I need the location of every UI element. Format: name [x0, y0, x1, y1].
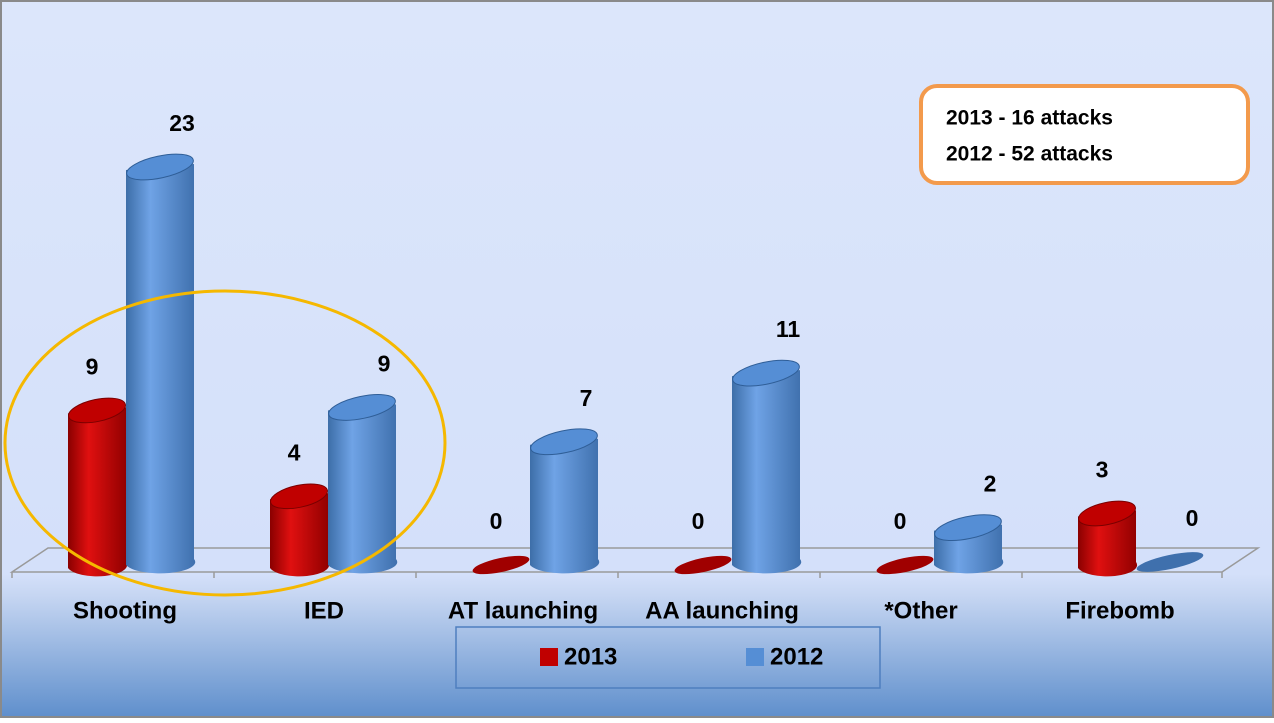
legend-box [455, 626, 881, 689]
note: 2013 - 16 attacks [946, 107, 1113, 130]
value-label: 0 [1186, 505, 1199, 531]
bar [270, 483, 330, 577]
bar-top [472, 555, 530, 575]
bar [732, 359, 802, 574]
bar [530, 428, 600, 574]
note-box [919, 84, 1250, 185]
bar [674, 555, 732, 575]
bar-top [328, 394, 396, 421]
x-tick-label: Shooting [73, 597, 177, 624]
value-label: 9 [378, 351, 391, 377]
legend-label: 2013 [564, 643, 617, 670]
bar-top [126, 153, 194, 181]
value-label: 3 [1096, 457, 1109, 483]
legend-label: 2012 [770, 643, 823, 670]
bar-body [68, 407, 128, 577]
bar-body [1078, 510, 1138, 577]
x-tick-label: *Other [884, 597, 957, 624]
value-label: 0 [894, 508, 907, 534]
value-label: 11 [776, 316, 801, 342]
x-tick-label: AA launching [645, 597, 799, 624]
bar-top [674, 555, 732, 575]
x-tick-label: Firebomb [1065, 597, 1174, 624]
value-label: 9 [86, 354, 99, 380]
bar [472, 555, 530, 575]
bar [126, 153, 196, 574]
bar-top [270, 483, 328, 510]
bar-body [126, 164, 196, 574]
legend-swatch [540, 648, 558, 666]
highlight-ellipse [3, 289, 447, 597]
bar [328, 394, 398, 574]
bar-body [530, 438, 600, 574]
value-label: 23 [169, 110, 195, 136]
x-tick-label: IED [304, 597, 344, 624]
x-tick-label: AT launching [448, 597, 598, 624]
bar-body [270, 493, 330, 577]
bar-top [934, 514, 1002, 542]
bar-top [1078, 500, 1136, 527]
value-label: 2 [984, 471, 997, 497]
note: 2012 - 52 attacks [946, 143, 1113, 166]
bar [1136, 552, 1204, 572]
value-label: 0 [490, 508, 503, 534]
value-label: 0 [692, 508, 705, 534]
bar [934, 514, 1004, 574]
bar-top [876, 555, 934, 575]
value-label: 7 [580, 385, 593, 411]
legend-swatch [746, 648, 764, 666]
bar-top [732, 359, 800, 387]
value-label: 4 [288, 439, 301, 465]
floor [9, 547, 1261, 578]
bar [876, 555, 934, 575]
bar-top [1136, 552, 1204, 572]
bar [68, 397, 128, 577]
bar-body [732, 370, 802, 574]
bar-top [68, 397, 126, 424]
bar-body [328, 404, 398, 574]
bar [1078, 500, 1138, 577]
bar-top [530, 428, 598, 456]
